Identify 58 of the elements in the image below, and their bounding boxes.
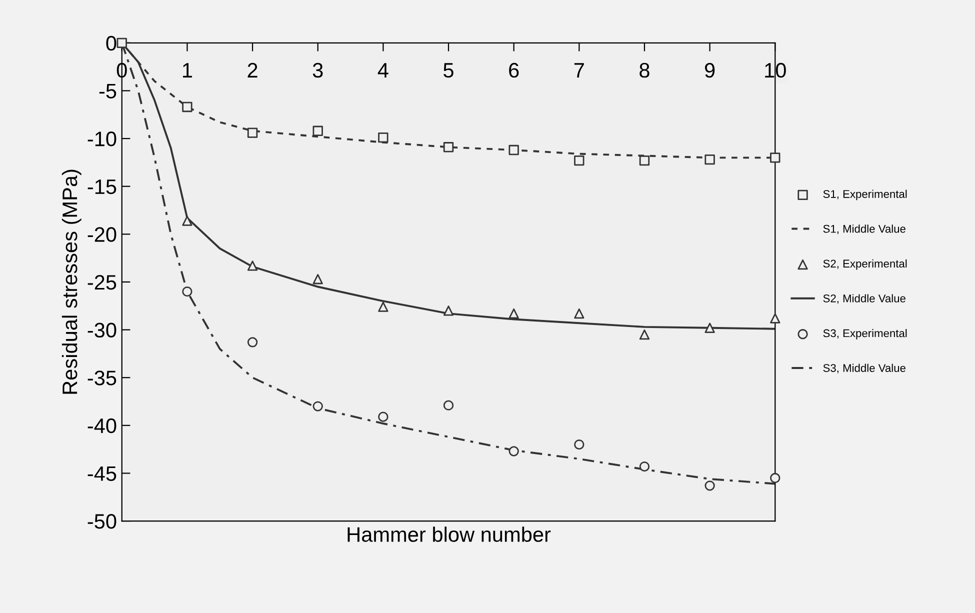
- point: [704, 322, 715, 333]
- point: [574, 308, 584, 319]
- x-tick-label: 2: [248, 62, 258, 78]
- point: [704, 480, 715, 491]
- x-tick-label: 4: [378, 63, 388, 78]
- y-axis-title: Residual stresses (MPa): [62, 170, 82, 394]
- point: [182, 102, 192, 112]
- point: [639, 329, 650, 340]
- y-tick-label: -10: [88, 132, 116, 146]
- point: [312, 274, 323, 284]
- point: [247, 337, 258, 348]
- legend-label: S3, Experimental: [823, 329, 907, 340]
- point: [443, 400, 454, 410]
- point: [247, 260, 258, 271]
- y-tick-label: -25: [88, 274, 116, 290]
- point: [770, 472, 780, 484]
- point: [574, 155, 584, 166]
- x-tick-label: 9: [704, 62, 715, 78]
- legend-label: S1, Middle Value: [823, 224, 906, 234]
- point: [704, 154, 715, 165]
- point: [312, 401, 323, 412]
- x-tick-label: 6: [509, 62, 519, 78]
- y-tick-label: -50: [88, 514, 116, 529]
- point: [508, 446, 519, 456]
- x-tick-label: 8: [640, 62, 650, 78]
- point: [116, 38, 127, 48]
- legend-label: S2, Middle Value: [823, 294, 906, 304]
- point: [378, 132, 388, 143]
- point: [770, 152, 780, 163]
- y-tick-label: -45: [88, 466, 116, 481]
- point: [378, 302, 388, 312]
- legend-label: S3, Middle Value: [823, 364, 906, 374]
- y-tick-label: -40: [88, 418, 116, 434]
- y-tick-label: -20: [88, 227, 116, 242]
- legend-label: S2, Experimental: [823, 259, 907, 270]
- point: [639, 461, 650, 472]
- y-tick-label: 0: [106, 36, 116, 51]
- y-tick-label: -35: [88, 370, 116, 386]
- y-tick-label: -30: [88, 322, 116, 338]
- x-tick-label: 3: [312, 62, 323, 78]
- point: [508, 308, 519, 319]
- point: [247, 128, 258, 138]
- point: [312, 126, 323, 136]
- x-tick-label: 7: [574, 63, 584, 78]
- y-tick-label: -15: [88, 180, 116, 194]
- x-axis-title: Hammer blow number: [348, 526, 551, 542]
- point: [770, 313, 780, 324]
- point: [443, 142, 454, 152]
- point: [574, 439, 584, 450]
- x-tick-label: 1: [182, 63, 192, 78]
- x-tick-label: 5: [444, 63, 454, 78]
- point: [182, 286, 192, 297]
- point: [508, 144, 519, 156]
- legend-label: S1, Experimental: [823, 190, 907, 200]
- point: [443, 306, 454, 316]
- y-tick-label: -5: [99, 84, 116, 98]
- point: [378, 412, 388, 422]
- point: [639, 155, 650, 166]
